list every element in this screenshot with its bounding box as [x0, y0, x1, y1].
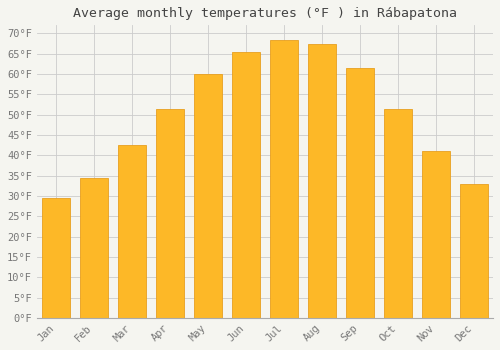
Bar: [42, 198, 70, 318]
Bar: [422, 151, 450, 318]
Bar: [194, 74, 222, 318]
Bar: [118, 145, 146, 318]
Title: Average monthly temperatures (°F ) in Rábapatona: Average monthly temperatures (°F ) in Rá…: [73, 7, 457, 20]
Bar: [232, 52, 260, 318]
Bar: [80, 178, 108, 318]
Bar: [270, 40, 298, 318]
Bar: [384, 108, 412, 318]
Bar: [156, 108, 184, 318]
Bar: [460, 184, 488, 318]
Bar: [308, 43, 336, 318]
Bar: [346, 68, 374, 318]
